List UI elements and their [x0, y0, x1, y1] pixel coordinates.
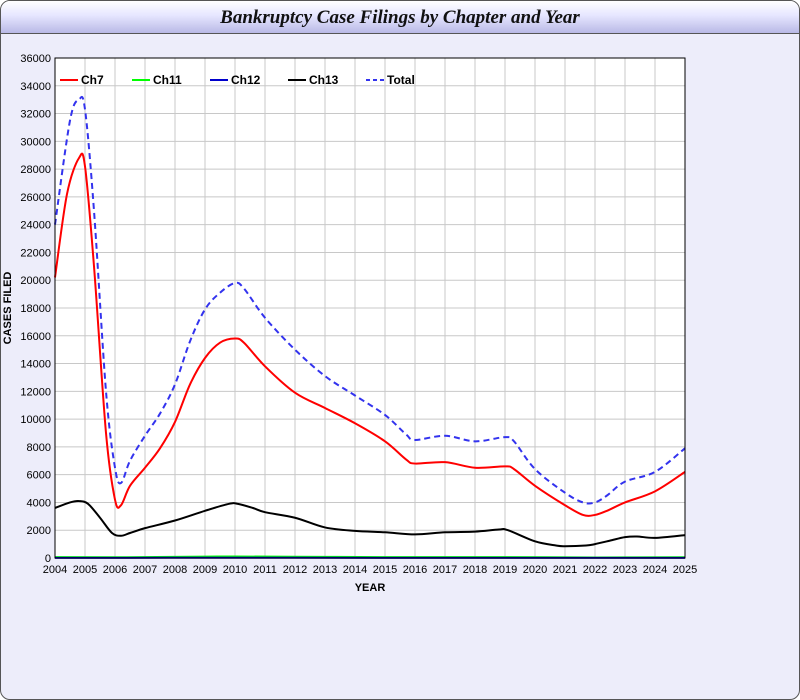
series-line-ch7: [54, 152, 686, 517]
y-tick-label: 0: [45, 553, 51, 565]
x-tick-label: 2018: [463, 564, 487, 576]
y-tick-label: 8000: [27, 442, 51, 454]
x-tick-label: 2025: [673, 564, 697, 576]
y-tick-label: 14000: [20, 359, 51, 371]
y-tick-label: 30000: [20, 136, 51, 148]
x-tick-label: 2017: [433, 564, 457, 576]
x-tick-label: 2009: [193, 564, 217, 576]
x-tick-label: 2014: [343, 564, 367, 576]
x-axis-ticks: 2004 2005 2006 2007 2008 2009 2010 2011 2012 2013…: [43, 564, 697, 576]
x-tick-label: 2011: [253, 564, 277, 576]
legend-label-ch12: Ch12: [231, 73, 261, 87]
x-tick-label: 2006: [103, 564, 127, 576]
x-tick-label: 2016: [403, 564, 427, 576]
y-tick-label: 16000: [20, 331, 51, 343]
x-tick-label: 2004: [43, 564, 67, 576]
y-tick-label: 22000: [20, 247, 51, 259]
x-tick-label: 2022: [583, 564, 607, 576]
chart-title: Bankruptcy Case Filings by Chapter and Y…: [220, 7, 580, 28]
y-tick-label: 10000: [20, 414, 51, 426]
x-tick-label: 2015: [373, 564, 397, 576]
x-tick-label: 2019: [493, 564, 517, 576]
x-tick-label: 2005: [73, 564, 97, 576]
x-tick-label: 2012: [283, 564, 307, 576]
y-tick-label: 36000: [20, 53, 51, 65]
x-axis-label: YEAR: [355, 582, 386, 594]
y-tick-label: 32000: [20, 109, 51, 121]
x-tick-label: 2008: [163, 564, 187, 576]
x-tick-label: 2010: [223, 564, 247, 576]
y-tick-label: 26000: [20, 192, 51, 204]
x-tick-label: 2020: [523, 564, 547, 576]
y-tick-label: 28000: [20, 164, 51, 176]
y-tick-label: 24000: [20, 220, 51, 232]
series-line-total: [54, 95, 686, 505]
x-tick-label: 2023: [613, 564, 637, 576]
legend-label-ch7: Ch7: [81, 73, 104, 87]
x-tick-label: 2024: [643, 564, 667, 576]
y-tick-label: 6000: [27, 470, 51, 482]
y-tick-label: 4000: [27, 497, 51, 509]
x-tick-label: 2007: [133, 564, 157, 576]
y-axis-ticks: 0 2000 4000 6000 8000 10000 12000 14000 16000 180…: [20, 53, 51, 565]
y-tick-label: 34000: [20, 81, 51, 93]
y-tick-label: 2000: [27, 525, 51, 537]
y-tick-label: 20000: [20, 275, 51, 287]
y-tick-label: 12000: [20, 386, 51, 398]
title-bar: Bankruptcy Case Filings by Chapter and Y…: [1, 1, 799, 34]
plot-border: [54, 57, 686, 559]
x-tick-label: 2013: [313, 564, 337, 576]
legend-label-ch13: Ch13: [309, 73, 339, 87]
y-tick-label: 18000: [20, 303, 51, 315]
legend-label-total: Total: [387, 73, 415, 87]
series-line-ch13: [54, 500, 686, 548]
legend: Ch7 Ch11 Ch12 Ch13 Total: [60, 73, 415, 87]
y-axis-label: CASES FILED: [2, 272, 14, 345]
x-tick-label: 2021: [553, 564, 577, 576]
legend-label-ch11: Ch11: [153, 73, 182, 87]
